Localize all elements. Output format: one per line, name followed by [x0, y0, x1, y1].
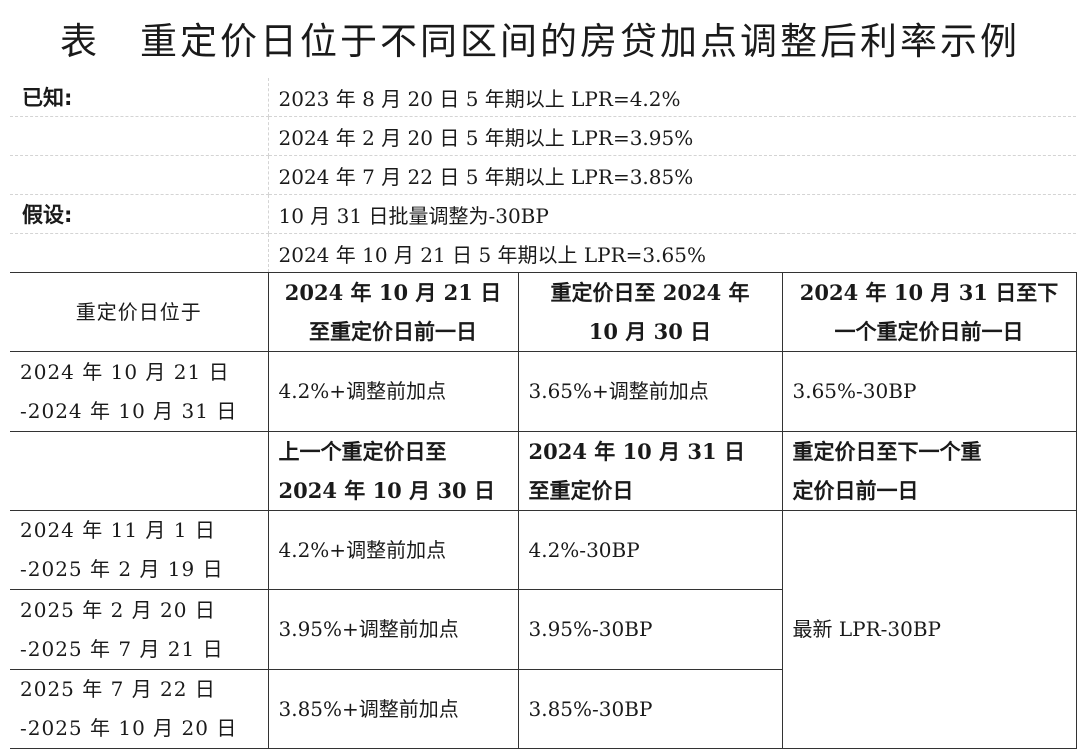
- section2-header-3: 重定价日至下一个重 定价日前一日: [781, 431, 1077, 511]
- period-cell: 2025 年 2 月 20 日 -2025 年 7 月 21 日: [10, 589, 269, 670]
- rate-cell: 3.65%+调整前加点: [517, 351, 783, 432]
- section2-header-row: 上一个重定价日至 2024 年 10 月 30 日 2024 年 10 月 31…: [10, 431, 1077, 511]
- header-line: 重定价日至下一个重: [792, 439, 982, 464]
- known-item-2: 2024 年 2 月 20 日 5 年期以上 LPR=3.95%: [268, 116, 1077, 156]
- section1-header-3: 2024 年 10 月 31 日至下 一个重定价日前一日: [781, 272, 1077, 352]
- table-title-text: 重定价日位于不同区间的房贷加点调整后利率示例: [140, 20, 1020, 63]
- known-row-3: 2024 年 7 月 22 日 5 年期以上 LPR=3.85%: [10, 155, 1077, 195]
- period-line: -2025 年 7 月 21 日: [20, 636, 224, 661]
- rate-cell: 3.65%-30BP: [781, 351, 1077, 432]
- period-line: -2024 年 10 月 31 日: [20, 398, 238, 423]
- known-item-1: 2023 年 8 月 20 日 5 年期以上 LPR=4.2%: [268, 78, 1077, 117]
- section2-data-row: 2024 年 11 月 1 日 -2025 年 2 月 19 日 4.2%+调整…: [10, 510, 1077, 749]
- rate-cell: 3.95%+调整前加点: [267, 589, 519, 670]
- rate-cell: 4.2%+调整前加点: [267, 510, 519, 590]
- header-line: 一个重定价日前一日: [834, 319, 1024, 344]
- period-line: -2025 年 10 月 20 日: [20, 716, 238, 740]
- section1-data-row: 2024 年 10 月 21 日 -2024 年 10 月 31 日 4.2%+…: [10, 351, 1077, 432]
- section2-corner: [10, 431, 269, 511]
- section2-data-row: 2025 年 7 月 22 日 -2025 年 10 月 20 日 3.85%+…: [10, 669, 1076, 749]
- assume-item-1: 10 月 31 日批量调整为-30BP: [268, 194, 1077, 234]
- header-line: 定价日前一日: [792, 478, 919, 503]
- period-cell: 2024 年 11 月 1 日 -2025 年 2 月 19 日: [10, 510, 269, 590]
- section2-header-2: 2024 年 10 月 31 日 至重定价日: [517, 431, 783, 511]
- assume-label-spacer: [10, 233, 269, 273]
- header-line: 至重定价日前一日: [309, 319, 477, 344]
- period-cell: 2025 年 7 月 22 日 -2025 年 10 月 20 日: [10, 669, 269, 749]
- header-line: 上一个重定价日至: [278, 439, 447, 464]
- header-line: 10 月 30 日: [588, 319, 712, 344]
- section1-header-2: 重定价日至 2024 年 10 月 30 日: [517, 272, 783, 352]
- section1-header-1: 2024 年 10 月 21 日 至重定价日前一日: [267, 272, 519, 352]
- period-line: 2025 年 7 月 22 日: [20, 677, 216, 701]
- merged-rate-cell: 最新 LPR-30BP: [781, 510, 1077, 749]
- assume-row-1: 假设: 10 月 31 日批量调整为-30BP: [10, 194, 1077, 234]
- table-title: 表重定价日位于不同区间的房贷加点调整后利率示例: [0, 18, 1080, 66]
- header-line: 2024 年 10 月 31 日至下: [799, 280, 1059, 305]
- known-row-1: 已知: 2023 年 8 月 20 日 5 年期以上 LPR=4.2%: [10, 78, 1077, 117]
- known-item-3: 2024 年 7 月 22 日 5 年期以上 LPR=3.85%: [268, 155, 1077, 195]
- assume-label: 假设:: [10, 194, 269, 234]
- period-line: -2025 年 2 月 19 日: [20, 557, 224, 581]
- header-line: 2024 年 10 月 31 日: [528, 439, 745, 464]
- header-line: 重定价日至 2024 年: [550, 280, 750, 305]
- section2-header-1: 上一个重定价日至 2024 年 10 月 30 日: [267, 431, 519, 511]
- known-row-2: 2024 年 2 月 20 日 5 年期以上 LPR=3.95%: [10, 116, 1077, 156]
- rate-cell: 4.2%+调整前加点: [267, 351, 519, 432]
- rate-cell: 4.2%-30BP: [517, 510, 783, 590]
- header-line: 2024 年 10 月 21 日: [284, 280, 502, 305]
- period-line: 2024 年 11 月 1 日: [20, 518, 216, 542]
- known-label-spacer: [10, 155, 269, 195]
- header-line: 2024 年 10 月 30 日: [278, 478, 495, 503]
- section1-header-row: 重定价日位于 2024 年 10 月 21 日 至重定价日前一日 重定价日至 2…: [10, 272, 1077, 352]
- known-label: 已知:: [10, 78, 269, 117]
- section2-data-row: 2025 年 2 月 20 日 -2025 年 7 月 21 日 3.95%+调…: [10, 589, 1076, 670]
- assume-row-2: 2024 年 10 月 21 日 5 年期以上 LPR=3.65%: [10, 233, 1077, 273]
- known-label-spacer: [10, 116, 269, 156]
- rate-cell: 3.85%+调整前加点: [267, 669, 519, 749]
- rate-cell: 3.95%-30BP: [517, 589, 783, 670]
- period-cell: 2024 年 10 月 21 日 -2024 年 10 月 31 日: [10, 351, 269, 432]
- rate-example-table: 已知: 2023 年 8 月 20 日 5 年期以上 LPR=4.2% 2024…: [10, 78, 1077, 749]
- header-line: 至重定价日: [528, 478, 634, 503]
- table-title-label: 表: [60, 20, 100, 63]
- period-line: 2024 年 10 月 21 日: [20, 359, 230, 384]
- rate-cell: 3.85%-30BP: [517, 669, 783, 749]
- corner-header: 重定价日位于: [10, 272, 269, 352]
- assume-item-2: 2024 年 10 月 21 日 5 年期以上 LPR=3.65%: [268, 233, 1077, 273]
- period-line: 2025 年 2 月 20 日: [20, 597, 216, 622]
